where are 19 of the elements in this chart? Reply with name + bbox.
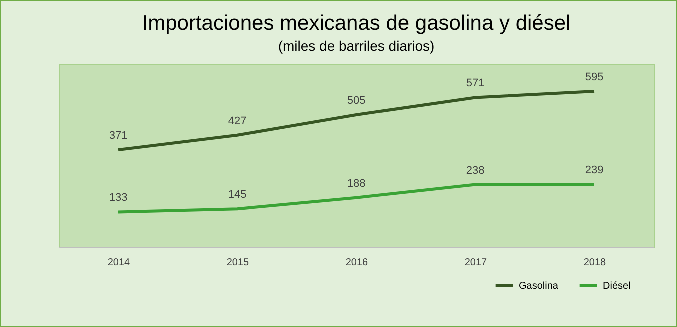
data-label: 371	[109, 130, 128, 142]
x-tick-label: 2014	[108, 258, 131, 268]
data-label: 188	[347, 178, 366, 190]
data-label: 427	[228, 115, 247, 128]
x-tick-label: 2016	[346, 258, 369, 268]
data-label: 238	[466, 164, 485, 177]
data-label: 239	[585, 164, 604, 177]
legend-label: Gasolina	[519, 280, 559, 292]
chart-subtitle: (miles de barriles diarios)	[278, 38, 435, 54]
legend-label: Diésel	[603, 280, 631, 292]
x-tick-label: 2018	[584, 258, 607, 268]
chart-title: Importaciones mexicanas de gasolina y diésel	[142, 12, 571, 35]
x-tick-label: 2015	[226, 258, 250, 268]
data-label: 145	[228, 189, 247, 202]
data-label: 595	[585, 71, 604, 84]
data-label: 571	[466, 78, 485, 90]
x-tick-label: 2017	[464, 258, 488, 268]
data-label: 505	[347, 94, 366, 107]
data-label: 133	[109, 192, 128, 204]
